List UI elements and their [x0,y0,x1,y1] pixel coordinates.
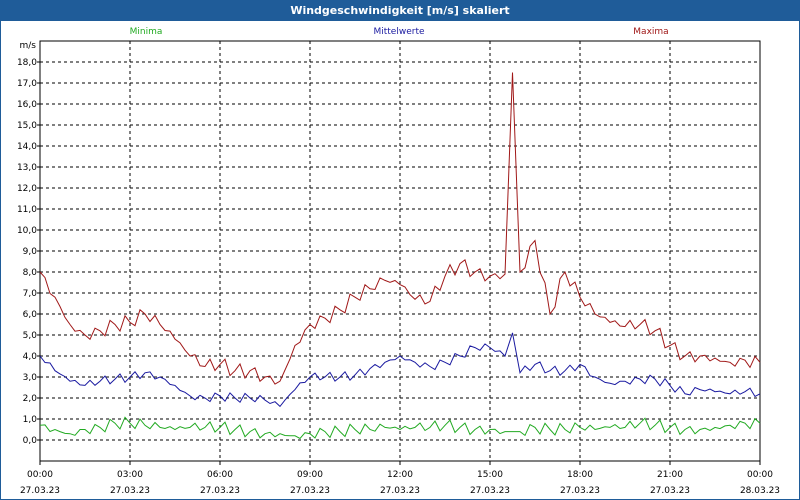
x-tick-time: 00:00 [27,470,53,480]
grid [40,41,760,461]
x-tick-date: 27.03.23 [20,486,60,496]
x-tick-time: 18:00 [567,470,593,480]
x-tick-date: 27.03.23 [200,486,240,496]
y-tick-label: 17,0 [17,79,37,89]
y-tick-label: 16,0 [17,100,37,110]
x-tick-time: 09:00 [297,470,323,480]
x-tick-time: 15:00 [477,470,503,480]
x-tick-date: 27.03.23 [380,486,420,496]
legend-entry: Minima [130,27,163,37]
x-tick-time: 00:00 [747,470,773,480]
y-tick-label: 5,0 [23,331,38,341]
y-tick-label: 10,0 [17,226,37,236]
x-tick-time: 21:00 [657,470,683,480]
x-tick-date: 27.03.23 [650,486,690,496]
series-line-maxima [39,72,761,385]
y-axis-label: m/s [20,41,37,51]
y-tick-label: 13,0 [17,163,37,173]
y-tick-label: 0,0 [23,436,38,446]
y-tick-label: 12,0 [17,184,37,194]
x-tick-time: 06:00 [207,470,233,480]
x-tick-time: 12:00 [387,470,413,480]
x-tick-date: 27.03.23 [110,486,150,496]
y-tick-label: 6,0 [23,310,38,320]
x-tick-date: 27.03.23 [470,486,510,496]
y-tick-label: 11,0 [17,205,37,215]
legend: Minima Mittelwerte Maxima [130,27,669,37]
x-tick-time: 03:00 [117,470,143,480]
y-tick-label: 15,0 [17,121,37,131]
series-line-minima [39,416,761,440]
y-axis: 0,0 1,0 2,0 3,0 4,0 5,0 6,0 7,0 8,0 9,0 10,0 11,0 12… [17,58,40,446]
y-tick-label: 7,0 [23,289,38,299]
chart: 0,0 1,0 2,0 3,0 4,0 5,0 6,0 7,0 8,0 9,0 10,0 11,0 12… [17,27,780,496]
x-axis: 00:00 27.03.23 03:00 27.03.23 06:00 27.03.23 0… [20,461,780,496]
y-tick-label: 8,0 [23,268,38,278]
legend-entry: Mittelwerte [373,27,424,37]
y-tick-label: 14,0 [17,142,37,152]
y-tick-label: 18,0 [17,58,37,68]
y-tick-label: 9,0 [23,247,38,257]
y-tick-label: 1,0 [23,415,38,425]
series-line-mittelwerte [39,332,761,408]
legend-entry: Maxima [633,27,668,37]
x-tick-date: 28.03.23 [740,486,780,496]
window-title: Windgeschwindigkeit [m/s] skaliert [1,1,799,21]
x-tick-date: 27.03.23 [560,486,600,496]
y-tick-label: 3,0 [23,373,38,383]
y-tick-label: 2,0 [23,394,38,404]
series [39,72,761,440]
y-tick-label: 4,0 [23,352,38,362]
x-tick-date: 27.03.23 [290,486,330,496]
